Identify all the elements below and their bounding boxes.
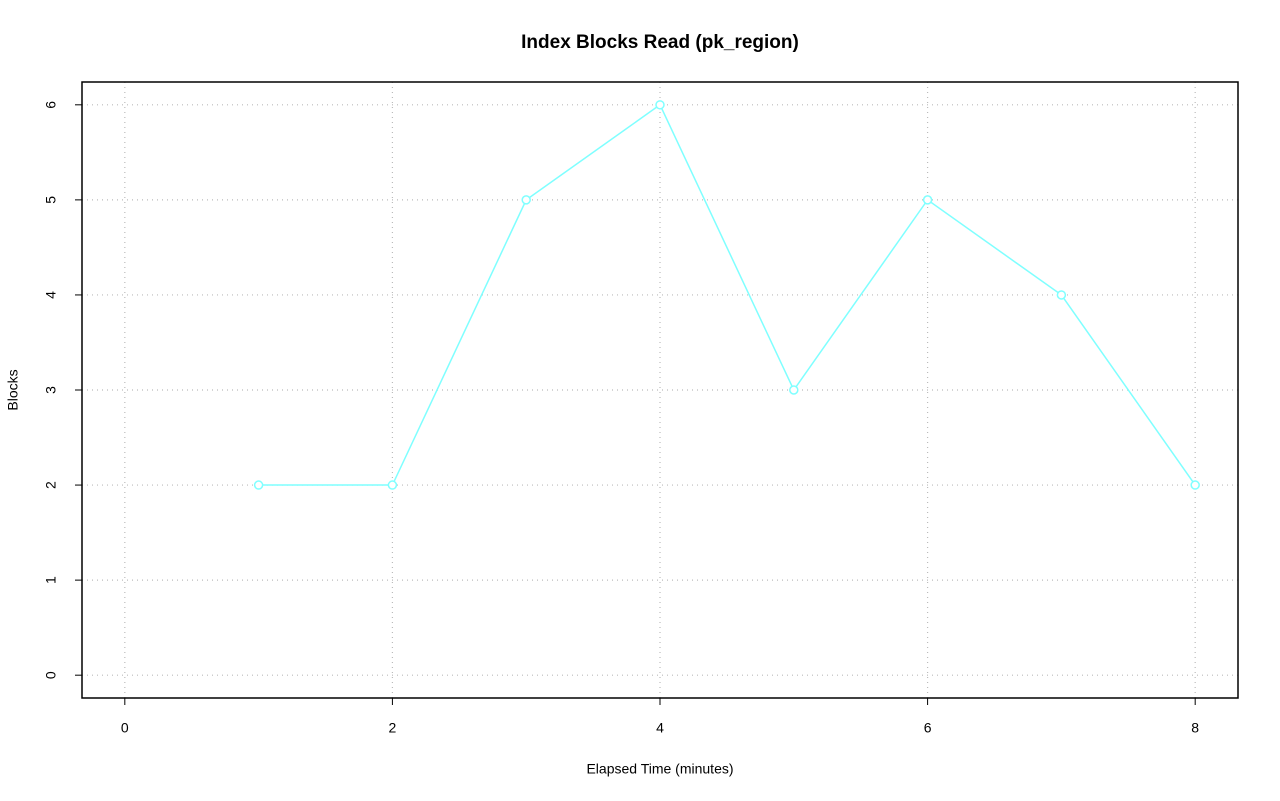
x-tick-label: 2 (389, 720, 397, 736)
y-tick-label: 2 (43, 481, 59, 489)
data-point (789, 385, 799, 395)
x-tick-label: 4 (656, 720, 664, 736)
data-point (655, 100, 665, 110)
x-tick-label: 8 (1191, 720, 1199, 736)
plot-frame (81, 81, 1239, 699)
data-point (253, 480, 264, 490)
y-tick-label: 5 (43, 196, 59, 204)
chart-title: Index Blocks Read (pk_region) (521, 32, 799, 53)
y-tick-label: 4 (43, 291, 59, 299)
data-line (258, 103, 1196, 486)
y-tick-label: 3 (43, 386, 59, 394)
data-point (521, 195, 531, 205)
data-point (1190, 480, 1200, 490)
y-tick-label: 6 (43, 101, 59, 109)
y-axis-title: Blocks (5, 369, 21, 410)
data-point (1056, 290, 1067, 300)
x-tick-label: 6 (924, 720, 932, 736)
data-point (387, 480, 398, 490)
data-point (922, 195, 933, 205)
x-tick-label: 0 (121, 720, 129, 736)
y-tick-label: 1 (43, 576, 59, 584)
x-axis-title: Elapsed Time (minutes) (586, 761, 733, 777)
y-tick-label: 0 (43, 671, 59, 679)
